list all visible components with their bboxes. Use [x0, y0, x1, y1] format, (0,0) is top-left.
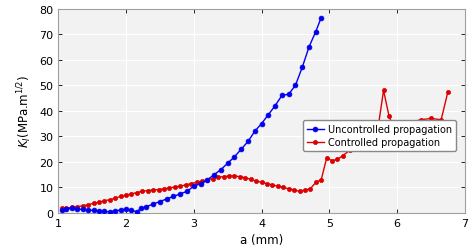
Uncontrolled propagation [59, 209, 64, 212]
Uncontrolled propagation [107, 210, 113, 213]
Uncontrolled propagation [80, 208, 85, 211]
Uncontrolled propagation [225, 162, 230, 165]
Uncontrolled propagation [272, 105, 278, 108]
Uncontrolled propagation [232, 156, 237, 159]
Uncontrolled propagation [259, 122, 264, 125]
Uncontrolled propagation [218, 168, 224, 171]
Uncontrolled propagation [123, 208, 129, 211]
Controlled propagation [329, 160, 335, 163]
Uncontrolled propagation [292, 84, 298, 87]
Uncontrolled propagation [265, 114, 271, 117]
Uncontrolled propagation [74, 208, 80, 211]
Uncontrolled propagation [245, 140, 251, 143]
Uncontrolled propagation [279, 94, 285, 98]
Uncontrolled propagation [91, 209, 96, 212]
Controlled propagation [101, 199, 107, 202]
X-axis label: a (mm): a (mm) [240, 234, 283, 246]
Uncontrolled propagation [69, 207, 75, 210]
Uncontrolled propagation [191, 185, 197, 188]
Uncontrolled propagation [128, 209, 134, 212]
Uncontrolled propagation [150, 203, 156, 206]
Line: Controlled propagation: Controlled propagation [60, 89, 450, 211]
Uncontrolled propagation [134, 210, 140, 213]
Controlled propagation [381, 89, 386, 92]
Uncontrolled propagation [238, 148, 244, 151]
Uncontrolled propagation [198, 182, 203, 185]
Uncontrolled propagation [112, 210, 118, 213]
Uncontrolled propagation [313, 31, 319, 34]
Controlled propagation [112, 197, 118, 200]
Uncontrolled propagation [96, 210, 102, 213]
Controlled propagation [408, 121, 413, 124]
Uncontrolled propagation [306, 46, 312, 49]
Uncontrolled propagation [300, 67, 305, 70]
Line: Uncontrolled propagation: Uncontrolled propagation [59, 16, 324, 214]
Uncontrolled propagation [171, 195, 176, 198]
Uncontrolled propagation [177, 193, 183, 196]
Y-axis label: $K_I$(MPa.m$^{1/2}$): $K_I$(MPa.m$^{1/2}$) [15, 75, 34, 148]
Uncontrolled propagation [286, 93, 292, 96]
Uncontrolled propagation [118, 209, 123, 212]
Legend: Uncontrolled propagation, Controlled propagation: Uncontrolled propagation, Controlled pro… [303, 121, 456, 151]
Controlled propagation [445, 91, 451, 94]
Uncontrolled propagation [144, 205, 149, 208]
Uncontrolled propagation [184, 190, 190, 193]
Uncontrolled propagation [64, 208, 69, 211]
Controlled propagation [59, 207, 64, 210]
Controlled propagation [204, 179, 210, 182]
Controlled propagation [221, 176, 227, 179]
Uncontrolled propagation [85, 209, 91, 212]
Uncontrolled propagation [138, 207, 144, 210]
Uncontrolled propagation [157, 200, 163, 203]
Uncontrolled propagation [164, 198, 170, 201]
Uncontrolled propagation [101, 210, 107, 213]
Uncontrolled propagation [211, 173, 217, 176]
Uncontrolled propagation [204, 179, 210, 182]
Uncontrolled propagation [319, 17, 324, 20]
Uncontrolled propagation [252, 130, 258, 133]
